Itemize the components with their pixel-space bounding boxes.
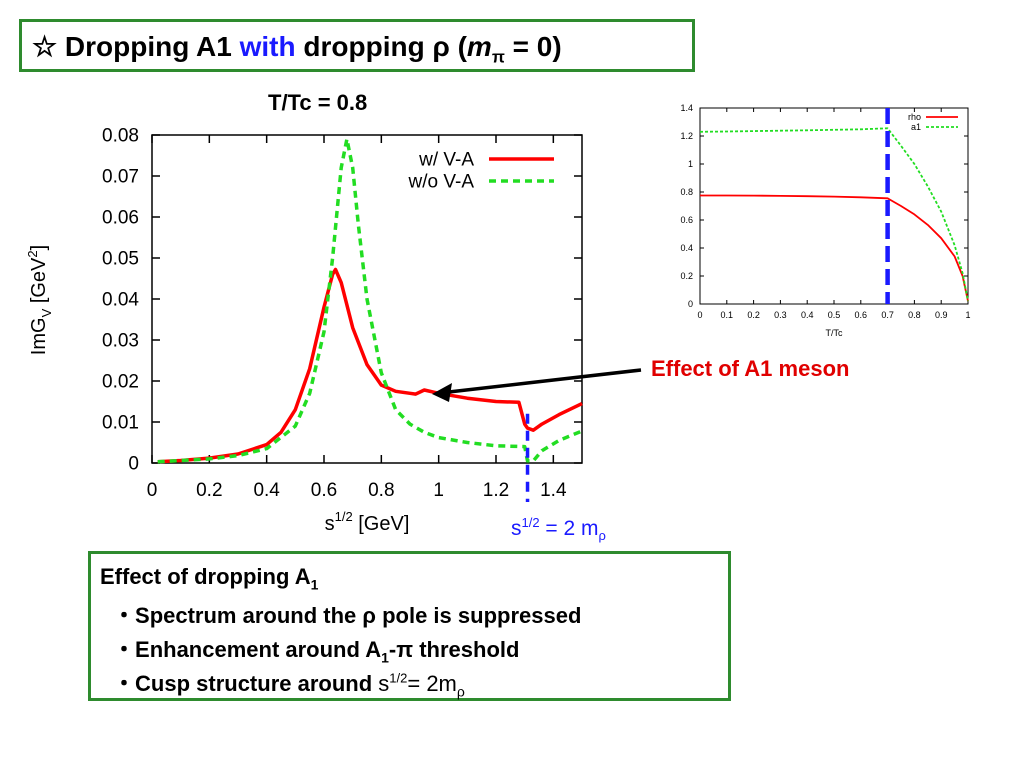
bullet-mark: ・ [113, 603, 136, 628]
title-part-2: dropping ρ ( [303, 31, 467, 62]
main-xtick-label: 0.2 [196, 480, 222, 501]
summary-box: Effect of dropping A1 ・Spectrum around t… [88, 551, 731, 701]
main-xtick-label: 0.8 [368, 480, 394, 501]
main-ytick-label: 0.07 [102, 167, 139, 188]
main-series-red-line [157, 267, 583, 464]
main-frame [151, 134, 583, 464]
main-ytick-label: 0.06 [102, 208, 139, 229]
slide-title: ☆ Dropping A1 with dropping ρ (mπ = 0) [32, 30, 562, 68]
main-y-axis-label: ImGV [GeV2] [25, 245, 54, 355]
main-ytick-label: 0.05 [102, 249, 139, 270]
inset-xtick-label: 0.3 [774, 310, 787, 320]
inset-ytick-label: 1.4 [680, 103, 693, 113]
inset-xtick-label: 0.1 [721, 310, 734, 320]
effect-arrow-head [432, 383, 452, 402]
title-part-1: Dropping A1 [64, 31, 232, 62]
inset-series-red-line [700, 194, 969, 302]
inset-ytick-label: 0.2 [680, 271, 693, 281]
inset-x-axis-label: T/Tc [826, 328, 843, 338]
inset-xtick-label: 0.2 [747, 310, 760, 320]
inset-xtick-label: 1 [965, 310, 970, 320]
bullet-mark: ・ [113, 671, 136, 696]
inset-xtick-label: 0.8 [908, 310, 921, 320]
inset-frame [699, 107, 969, 305]
inset-xtick-label: 0.7 [881, 310, 894, 320]
threshold-eq: = 2 m [545, 517, 599, 540]
main-xtick-label: 1.4 [540, 480, 567, 501]
bullet-2-sub: 1 [381, 649, 389, 666]
threshold-s: s [511, 517, 522, 540]
inset-ytick-label: 0.4 [680, 243, 693, 253]
main-ytick-label: 0 [128, 454, 139, 475]
main-ytick-label: 0.03 [102, 331, 139, 352]
bullet-3-eq: = 2m [407, 671, 457, 696]
title-sub: π [491, 47, 505, 67]
main-ytick-label: 0.01 [102, 413, 139, 434]
inset-xtick-label: 0.4 [801, 310, 814, 320]
inset-xtick-label: 0.9 [935, 310, 948, 320]
main-legend-label: w/o V-A [408, 172, 475, 193]
star-icon: ☆ [32, 31, 58, 62]
threshold-sup: 1/2 [521, 515, 540, 530]
title-m: m [466, 31, 492, 62]
main-x-axis-label: s1/2 [GeV] [325, 509, 410, 535]
main-xtick-label: 1.2 [483, 480, 509, 501]
bullet-2-text-b: -π threshold [388, 637, 520, 662]
summary-bullet-1: ・Spectrum around the ρ pole is suppresse… [113, 598, 581, 630]
inset-ytick-label: 0 [688, 299, 693, 309]
effect-annotation: Effect of A1 meson [651, 356, 850, 381]
summary-heading-text: Effect of dropping A [100, 564, 311, 589]
title-with: with [239, 31, 296, 62]
title-part-3: = 0) [512, 31, 562, 62]
inset-xtick-label: 0.5 [828, 310, 841, 320]
summary-bullet-3: ・Cusp structure around s1/2= 2mρ [113, 666, 465, 700]
main-xtick-label: 1 [433, 480, 444, 501]
inset-legend-label: a1 [911, 122, 921, 132]
inset-xtick-label: 0 [697, 310, 702, 320]
inset-ytick-label: 0.6 [680, 215, 693, 225]
main-xtick-label: 0.6 [311, 480, 337, 501]
bullet-3-s: s [378, 671, 390, 696]
effect-arrow-line [439, 368, 642, 395]
bullet-2-text-a: Enhancement around A [135, 637, 382, 662]
main-ytick-label: 0.04 [102, 290, 139, 311]
bullet-3-text-a: Cusp structure around [135, 671, 373, 696]
threshold-sub: ρ [598, 528, 606, 544]
main-xtick-label: 0.4 [253, 480, 280, 501]
inset-ytick-label: 1 [688, 159, 693, 169]
plot-title: T/Tc = 0.8 [268, 90, 368, 115]
threshold-annotation: s1/2 = 2 mρ [511, 515, 606, 543]
main-ytick-label: 0.08 [102, 126, 139, 147]
bullet-1-text: Spectrum around the ρ pole is suppressed [135, 603, 582, 628]
summary-heading: Effect of dropping A1 [100, 564, 318, 592]
inset-ytick-label: 1.2 [680, 131, 693, 141]
main-legend-label: w/ V-A [418, 150, 474, 171]
main-ytick-label: 0.02 [102, 372, 139, 393]
inset-legend-label: rho [908, 112, 921, 122]
inset-ytick-label: 0.8 [680, 187, 693, 197]
main-series-green-line [157, 137, 583, 464]
summary-bullet-2: ・Enhancement around A1-π threshold [113, 632, 519, 665]
bullet-3-sub: ρ [456, 683, 465, 700]
bullet-3-sup: 1/2 [389, 670, 408, 686]
title-box: ☆ Dropping A1 with dropping ρ (mπ = 0) [19, 19, 695, 72]
main-xtick-label: 0 [147, 480, 158, 501]
inset-xtick-label: 0.6 [855, 310, 868, 320]
bullet-mark: ・ [113, 637, 136, 662]
summary-heading-sub: 1 [310, 576, 319, 593]
inset-series-green-line [699, 127, 969, 302]
